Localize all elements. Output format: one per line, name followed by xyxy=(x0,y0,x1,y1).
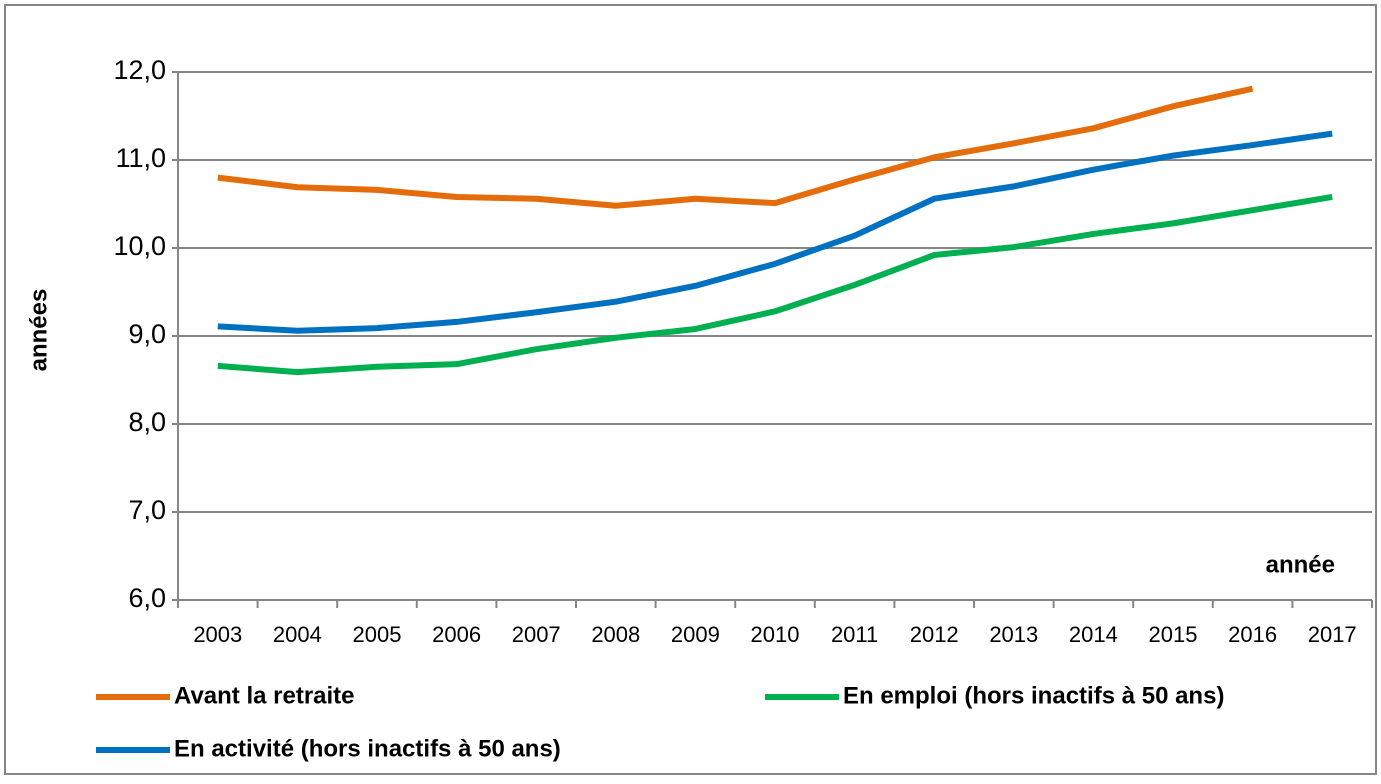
y-tick-label: 10,0 xyxy=(113,231,166,261)
y-tick-label: 7,0 xyxy=(128,495,166,525)
series-line xyxy=(217,130,1333,334)
x-tick-label: 2007 xyxy=(512,622,561,647)
y-tick-label: 12,0 xyxy=(113,55,166,85)
x-tick-label: 2009 xyxy=(671,622,720,647)
series-line xyxy=(217,194,1333,376)
x-tick-label: 2006 xyxy=(432,622,481,647)
series-line xyxy=(217,85,1254,209)
legend-label: En activité (hors inactifs à 50 ans) xyxy=(174,735,561,762)
x-tick-label: 2017 xyxy=(1308,622,1357,647)
x-tick-label: 2016 xyxy=(1228,622,1277,647)
x-tick-label: 2008 xyxy=(591,622,640,647)
x-tick-label: 2015 xyxy=(1149,622,1198,647)
y-axis-label: années xyxy=(25,289,52,372)
chart-border xyxy=(4,4,1377,775)
x-tick-label: 2014 xyxy=(1069,622,1118,647)
x-tick-label: 2004 xyxy=(273,622,322,647)
x-tick-label: 2005 xyxy=(353,622,402,647)
x-tick-label: 2011 xyxy=(831,622,878,647)
x-tick-label: 2003 xyxy=(193,622,242,647)
x-tick-label: 2012 xyxy=(910,622,959,647)
y-tick-label: 11,0 xyxy=(115,143,166,173)
legend-label: Avant la retraite xyxy=(174,682,355,709)
y-tick-label: 6,0 xyxy=(128,583,166,613)
y-tick-label: 8,0 xyxy=(128,407,166,437)
x-axis-label: année xyxy=(1266,551,1335,578)
x-tick-label: 2010 xyxy=(751,622,800,647)
legend-label: En emploi (hors inactifs à 50 ans) xyxy=(843,682,1224,709)
y-tick-label: 9,0 xyxy=(128,319,166,349)
x-tick-label: 2013 xyxy=(989,622,1038,647)
